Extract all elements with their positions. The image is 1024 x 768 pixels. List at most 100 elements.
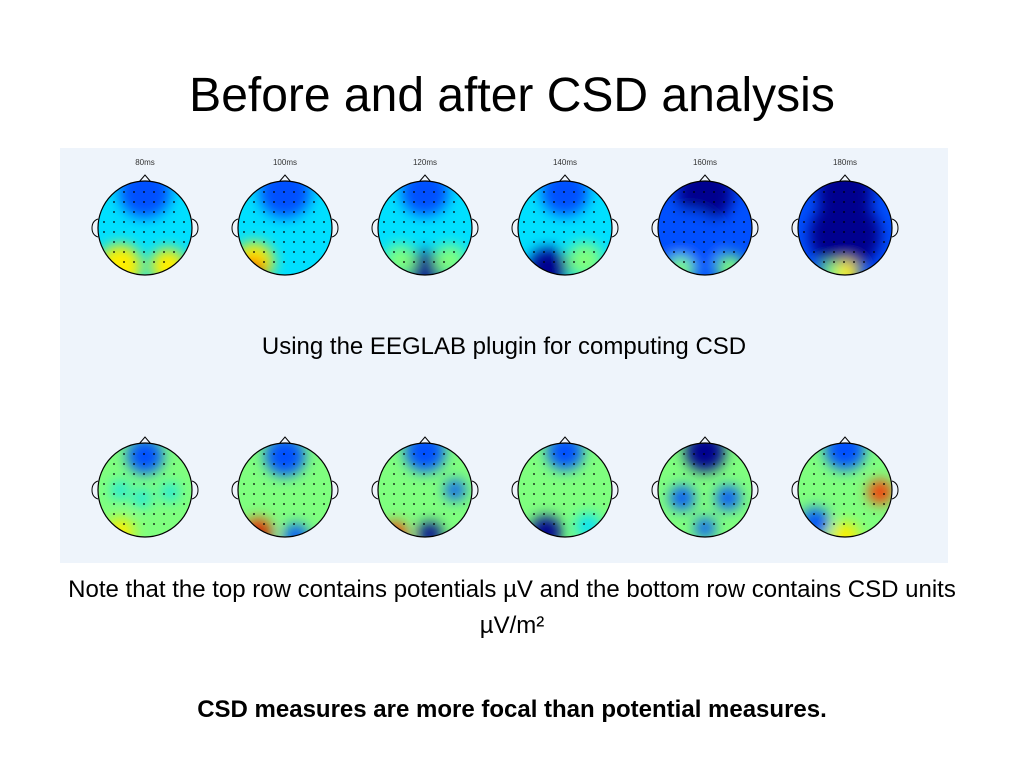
electrode-dot (403, 231, 405, 233)
electrode-dot (663, 231, 665, 233)
electrode-dot (283, 251, 285, 253)
electrode-dot (153, 251, 155, 253)
electrode-dot (833, 453, 835, 455)
electrode-dot (173, 463, 175, 465)
electrode-dot (423, 261, 425, 263)
electrode-dot (293, 191, 295, 193)
electrode-dot (713, 201, 715, 203)
electrode-dot (743, 231, 745, 233)
electrode-dot (393, 503, 395, 505)
electrode-dot (313, 493, 315, 495)
electrode-dot (293, 453, 295, 455)
electrode-dot (533, 493, 535, 495)
electrode-dot (173, 231, 175, 233)
electrode-dot (153, 483, 155, 485)
electrode-dot (543, 513, 545, 515)
electrode-dot (833, 201, 835, 203)
electrode-dot (273, 221, 275, 223)
electrode-dot (523, 221, 525, 223)
electrode-dot (293, 221, 295, 223)
electrode-dot (703, 251, 705, 253)
electrode-dot (843, 211, 845, 213)
electrode-dot (423, 453, 425, 455)
head-map (510, 170, 620, 282)
electrode-dot (543, 211, 545, 213)
head-map (790, 170, 900, 282)
electrode-dot (253, 251, 255, 253)
activity-blob (567, 242, 603, 278)
electrode-dot (413, 191, 415, 193)
electrode-dot (733, 473, 735, 475)
electrode-dot (703, 241, 705, 243)
electrode-dot (573, 191, 575, 193)
electrode-dot (693, 221, 695, 223)
topoplot-csd-80ms (90, 418, 200, 548)
electrode-dot (153, 211, 155, 213)
electrode-dot (583, 503, 585, 505)
electrode-dot (563, 261, 565, 263)
electrode-dot (853, 453, 855, 455)
left-ear-outline (652, 481, 658, 499)
electrode-dot (153, 523, 155, 525)
head-map (90, 432, 200, 544)
electrode-dot (433, 261, 435, 263)
note-text: Note that the top row contains potential… (40, 572, 984, 644)
electrode-dot (263, 503, 265, 505)
figure-caption: Using the EEGLAB plugin for computing CS… (60, 333, 948, 361)
electrode-dot (703, 473, 705, 475)
left-ear-outline (372, 481, 378, 499)
left-ear-outline (232, 481, 238, 499)
electrode-dot (813, 221, 815, 223)
electrode-dot (673, 513, 675, 515)
electrode-dot (443, 493, 445, 495)
electrode-dot (303, 473, 305, 475)
electrode-dot (873, 231, 875, 233)
electrode-dot (673, 483, 675, 485)
electrode-dot (863, 191, 865, 193)
electrode-dot (813, 493, 815, 495)
electrode-dot (453, 483, 455, 485)
electrode-dot (123, 191, 125, 193)
electrode-dot (143, 463, 145, 465)
electrode-dot (823, 211, 825, 213)
electrode-dot (413, 251, 415, 253)
electrode-dot (693, 503, 695, 505)
electrode-dot (103, 493, 105, 495)
electrode-dot (143, 493, 145, 495)
electrode-dot (853, 483, 855, 485)
electrode-dot (553, 503, 555, 505)
electrode-dot (123, 493, 125, 495)
topoplot-potential-180ms: 180ms (790, 156, 900, 286)
electrode-dot (303, 231, 305, 233)
electrode-dot (813, 463, 815, 465)
electrode-dot (733, 211, 735, 213)
electrode-dot (733, 493, 735, 495)
electrode-dot (553, 493, 555, 495)
electrode-dot (263, 523, 265, 525)
electrode-dot (413, 211, 415, 213)
electrode-dot (833, 463, 835, 465)
electrode-dot (123, 241, 125, 243)
electrode-dot (323, 231, 325, 233)
electrode-dot (393, 251, 395, 253)
electrode-dot (283, 453, 285, 455)
electrode-dot (583, 493, 585, 495)
electrode-dot (693, 473, 695, 475)
electrode-dot (863, 463, 865, 465)
electrode-dot (863, 201, 865, 203)
electrode-dot (583, 261, 585, 263)
electrode-dot (833, 241, 835, 243)
electrode-dot (603, 241, 605, 243)
electrode-dot (463, 241, 465, 243)
activity-blob (670, 486, 694, 510)
electrode-dot (853, 261, 855, 263)
electrode-dot (163, 261, 165, 263)
electrode-dot (723, 503, 725, 505)
electrode-dot (853, 513, 855, 515)
electrode-dot (163, 241, 165, 243)
head-map (650, 170, 760, 282)
electrode-dot (123, 221, 125, 223)
electrode-dot (573, 513, 575, 515)
topoplot-csd-160ms (650, 418, 760, 548)
electrode-dot (263, 221, 265, 223)
